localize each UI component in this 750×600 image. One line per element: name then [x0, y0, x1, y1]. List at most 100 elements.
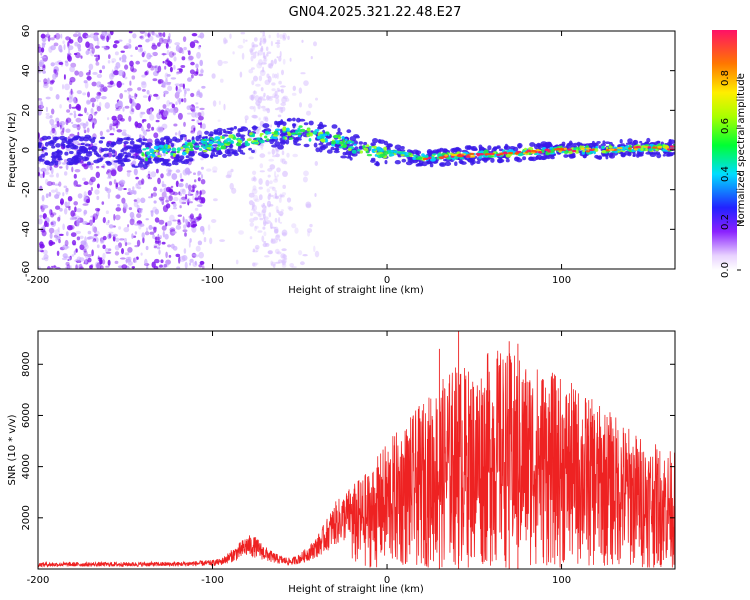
noise-speck: [272, 155, 277, 158]
ridge-speck: [57, 150, 63, 156]
noise-speck: [117, 106, 122, 110]
noise-speck: [158, 196, 165, 201]
ridge-core-speck: [171, 147, 177, 152]
noise-speck: [248, 156, 254, 160]
noise-speck: [62, 223, 65, 231]
noise-speck: [161, 183, 167, 188]
x-tick-label: 0: [384, 275, 390, 286]
noise-speck: [99, 101, 102, 108]
noise-speck: [90, 108, 94, 115]
ridge-speck: [135, 139, 142, 143]
ridge-speck: [292, 117, 296, 122]
noise-speck: [190, 224, 196, 228]
noise-speck: [260, 70, 265, 73]
noise-speck: [82, 221, 88, 225]
ridge-speck: [216, 127, 223, 132]
noise-speck: [230, 168, 234, 173]
noise-speck: [63, 159, 68, 163]
noise-speck: [212, 100, 217, 107]
noise-speck: [172, 52, 176, 56]
noise-speck: [93, 226, 98, 233]
noise-speck: [263, 231, 267, 237]
hot-speck: [485, 153, 491, 156]
noise-speck: [267, 194, 271, 200]
noise-speck: [303, 170, 309, 177]
ridge-speck: [144, 160, 150, 166]
noise-speck: [278, 211, 284, 216]
ridge-speck: [454, 161, 458, 166]
noise-speck: [136, 197, 141, 204]
ridge-speck: [68, 150, 74, 155]
noise-speck: [73, 250, 76, 255]
ridge-core-speck: [400, 154, 405, 157]
ridge-core-speck: [320, 138, 326, 143]
noise-speck: [145, 245, 149, 251]
noise-speck: [189, 41, 196, 49]
ridge-speck: [100, 148, 105, 152]
noise-speck: [151, 126, 155, 131]
ridge-core-speck: [383, 146, 387, 151]
noise-speck: [219, 239, 226, 243]
ridge-speck: [84, 143, 91, 147]
noise-speck: [281, 258, 287, 264]
noise-speck: [180, 178, 184, 182]
noise-speck: [249, 222, 254, 227]
noise-speck: [196, 41, 200, 44]
noise-speck: [99, 87, 104, 92]
noise-speck: [71, 216, 77, 221]
noise-speck: [166, 49, 170, 56]
hot-speck: [657, 145, 663, 149]
ridge-speck: [285, 139, 290, 145]
noise-speck: [145, 129, 151, 132]
ridge-core-speck: [145, 147, 150, 150]
noise-speck: [149, 231, 155, 235]
noise-speck: [123, 45, 130, 49]
noise-speck: [168, 170, 172, 175]
noise-speck: [257, 104, 261, 110]
noise-speck: [86, 127, 90, 133]
ridge-core-speck: [368, 145, 372, 150]
noise-speck: [122, 107, 125, 112]
ridge-core-speck: [306, 128, 311, 131]
ridge-core-speck: [625, 145, 630, 149]
noise-speck: [276, 72, 279, 80]
ridge-speck: [455, 147, 462, 153]
noise-speck: [198, 251, 204, 259]
noise-speck: [98, 258, 103, 262]
noise-speck: [102, 252, 106, 260]
ridge-speck: [412, 149, 419, 155]
noise-speck: [65, 128, 71, 133]
hot-speck: [635, 145, 642, 149]
noise-speck: [108, 224, 114, 229]
hot-speck: [531, 149, 537, 153]
ridge-core-speck: [237, 139, 241, 143]
noise-speck: [91, 102, 95, 108]
ridge-core-speck: [312, 131, 318, 135]
noise-speck: [259, 153, 266, 158]
noise-speck: [261, 105, 266, 109]
ridge-speck: [624, 150, 632, 156]
noise-speck: [60, 201, 63, 204]
ridge-speck: [233, 152, 239, 156]
ridge-core-speck: [235, 142, 242, 147]
noise-speck: [83, 80, 88, 84]
ridge-speck: [470, 160, 475, 166]
ridge-core-speck: [300, 128, 306, 133]
noise-speck: [274, 248, 280, 254]
noise-speck: [124, 134, 130, 137]
noise-speck: [75, 52, 81, 59]
noise-speck: [282, 58, 286, 65]
noise-speck: [299, 102, 302, 108]
noise-speck: [115, 108, 121, 111]
noise-speck: [159, 188, 163, 193]
noise-speck: [262, 37, 267, 43]
ridge-core-speck: [165, 148, 172, 151]
ridge-speck: [179, 134, 187, 138]
noise-speck: [147, 32, 151, 38]
noise-speck: [173, 56, 177, 62]
noise-speck: [40, 205, 43, 210]
noise-speck: [162, 205, 169, 213]
ridge-speck: [44, 160, 51, 166]
noise-speck: [194, 197, 199, 201]
noise-speck: [65, 187, 69, 193]
